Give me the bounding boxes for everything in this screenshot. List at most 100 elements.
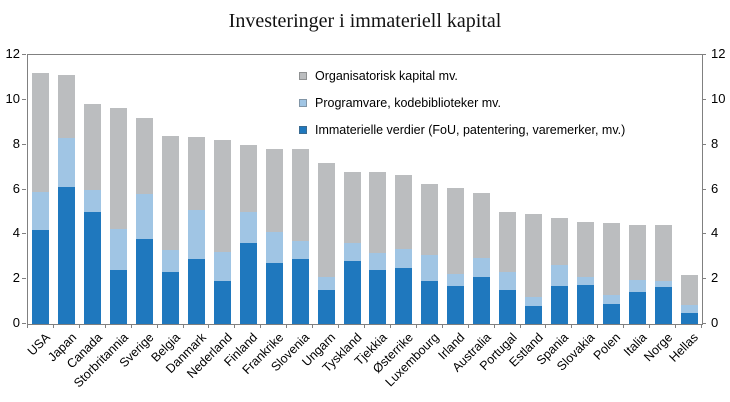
legend-swatch-programvare-icon — [299, 98, 307, 107]
y-axis-tick-label-right: 2 — [711, 270, 719, 286]
bar-segment-Norge-s2 — [654, 225, 672, 282]
bar-segment-Sverige-s2 — [136, 117, 154, 194]
bar-segment-Finland-s2 — [239, 144, 257, 212]
bar-segment-Tjekkia-s2 — [369, 171, 387, 254]
y-tick-mark-left — [22, 233, 26, 235]
y-tick-mark-right — [702, 278, 706, 280]
y-axis-tick-label-left: 4 — [12, 225, 20, 241]
legend-swatch-immaterielle-icon — [299, 125, 307, 134]
plot-area — [27, 54, 703, 325]
bar-segment-Slovakia-s1 — [576, 276, 594, 285]
x-tick-mark — [415, 324, 417, 328]
bar-segment-Hellas-s2 — [680, 274, 698, 305]
legend-item-organisatorisk: Organisatorisk kapital mv. — [299, 62, 625, 89]
y-tick-mark-left — [22, 54, 26, 55]
bar-segment-Frankrike-s2 — [265, 149, 283, 233]
bar-segment-Tyskland-s0 — [343, 261, 361, 324]
bar-segment-Luxembourg-s1 — [421, 254, 439, 282]
bar-segment-Østerrike-s2 — [395, 174, 413, 249]
bar-segment-USA-s0 — [32, 229, 50, 324]
bar-segment-Australia-s2 — [473, 192, 491, 258]
bar-segment-Frankrike-s1 — [265, 232, 283, 264]
bar-segment-Norge-s1 — [654, 281, 672, 288]
x-tick-mark — [571, 324, 573, 328]
bar-segment-Irland-s0 — [447, 285, 465, 324]
bar-segment-USA-s2 — [32, 72, 50, 192]
y-tick-mark-right — [702, 98, 706, 100]
bar-segment-Hellas-s0 — [680, 312, 698, 324]
bar-segment-Canada-s2 — [84, 104, 102, 190]
bar-segment-Tjekkia-s0 — [369, 270, 387, 324]
bar-segment-Danmark-s2 — [188, 136, 205, 210]
legend-label-organisatorisk: Organisatorisk kapital mv. — [315, 68, 458, 83]
x-axis-category-label-Hellas: Hellas — [666, 330, 702, 365]
bar-segment-Portugal-s2 — [499, 211, 517, 273]
x-tick-mark — [286, 324, 288, 328]
bar-segment-Belgia-s2 — [162, 135, 180, 251]
x-tick-mark — [701, 324, 702, 328]
bar-segment-Polen-s0 — [602, 303, 620, 324]
bar-segment-Italia-s1 — [628, 280, 646, 292]
bar-segment-Østerrike-s0 — [395, 267, 413, 324]
x-tick-mark — [130, 324, 132, 328]
x-tick-mark — [441, 324, 443, 328]
bar-segment-Ungarn-s0 — [317, 290, 335, 324]
bar-segment-Japan-s1 — [58, 137, 76, 188]
bar-segment-Italia-s0 — [628, 291, 646, 324]
bar-segment-Spania-s1 — [550, 264, 568, 286]
bar-segment-Storbritannia-s0 — [110, 270, 128, 324]
bar-segment-Ungarn-s2 — [317, 162, 335, 277]
legend-label-programvare: Programvare, kodebiblioteker mv. — [315, 95, 501, 110]
y-tick-mark-right — [702, 323, 706, 324]
legend-label-immaterielle: Immaterielle verdier (FoU, patentering, … — [315, 122, 626, 137]
y-axis-tick-label-left: 6 — [12, 180, 20, 196]
y-axis-tick-label-right: 4 — [711, 225, 719, 241]
y-axis-tick-label-left: 2 — [12, 270, 20, 286]
bar-segment-Japan-s2 — [58, 75, 76, 138]
bar-segment-Canada-s0 — [84, 211, 102, 324]
x-tick-mark — [675, 324, 677, 328]
y-axis-tick-label-left: 8 — [12, 135, 20, 151]
x-tick-mark — [234, 324, 236, 328]
bar-segment-Tyskland-s2 — [343, 171, 361, 244]
y-axis-tick-label-right: 8 — [711, 135, 719, 151]
bar-segment-Belgia-s1 — [162, 250, 180, 273]
bar-segment-Finland-s1 — [239, 211, 257, 244]
x-tick-mark — [389, 324, 391, 328]
y-tick-mark-right — [702, 233, 706, 235]
x-tick-mark — [649, 324, 651, 328]
legend-swatch-organisatorisk-icon — [299, 71, 307, 80]
bar-segment-Australia-s1 — [473, 257, 491, 277]
bar-segment-Portugal-s1 — [499, 272, 517, 291]
x-tick-mark — [182, 324, 184, 328]
x-tick-mark — [312, 324, 314, 328]
bar-segment-Luxembourg-s2 — [421, 183, 439, 255]
x-tick-mark — [519, 324, 521, 328]
x-tick-mark — [156, 324, 158, 328]
x-tick-mark — [338, 324, 340, 328]
bar-segment-Japan-s0 — [58, 187, 76, 324]
y-tick-mark-left — [22, 143, 26, 145]
bar-segment-Estland-s0 — [525, 306, 542, 324]
x-tick-mark — [52, 324, 54, 328]
x-tick-mark — [493, 324, 495, 328]
y-axis-tick-label-right: 6 — [711, 180, 719, 196]
bar-segment-Polen-s1 — [602, 294, 620, 304]
bar-segment-Estland-s2 — [525, 214, 542, 298]
y-axis-tick-label-right: 10 — [711, 90, 726, 106]
bar-segment-Australia-s0 — [473, 276, 491, 324]
y-tick-mark-right — [702, 143, 706, 145]
legend-item-immaterielle: Immaterielle verdier (FoU, patentering, … — [299, 116, 625, 143]
bar-segment-Nederland-s1 — [213, 252, 231, 282]
bar-segment-Danmark-s1 — [188, 209, 205, 259]
bar-segment-Nederland-s2 — [213, 140, 231, 253]
x-tick-mark — [597, 324, 599, 328]
bar-segment-Tjekkia-s1 — [369, 253, 387, 271]
y-tick-mark-left — [22, 278, 26, 280]
bar-segment-Sverige-s0 — [136, 238, 154, 324]
bar-segment-Østerrike-s1 — [395, 248, 413, 268]
bar-segment-Spania-s2 — [550, 217, 568, 265]
bar-segment-Slovenia-s0 — [291, 259, 309, 324]
legend: Organisatorisk kapital mv. Programvare, … — [299, 62, 625, 143]
